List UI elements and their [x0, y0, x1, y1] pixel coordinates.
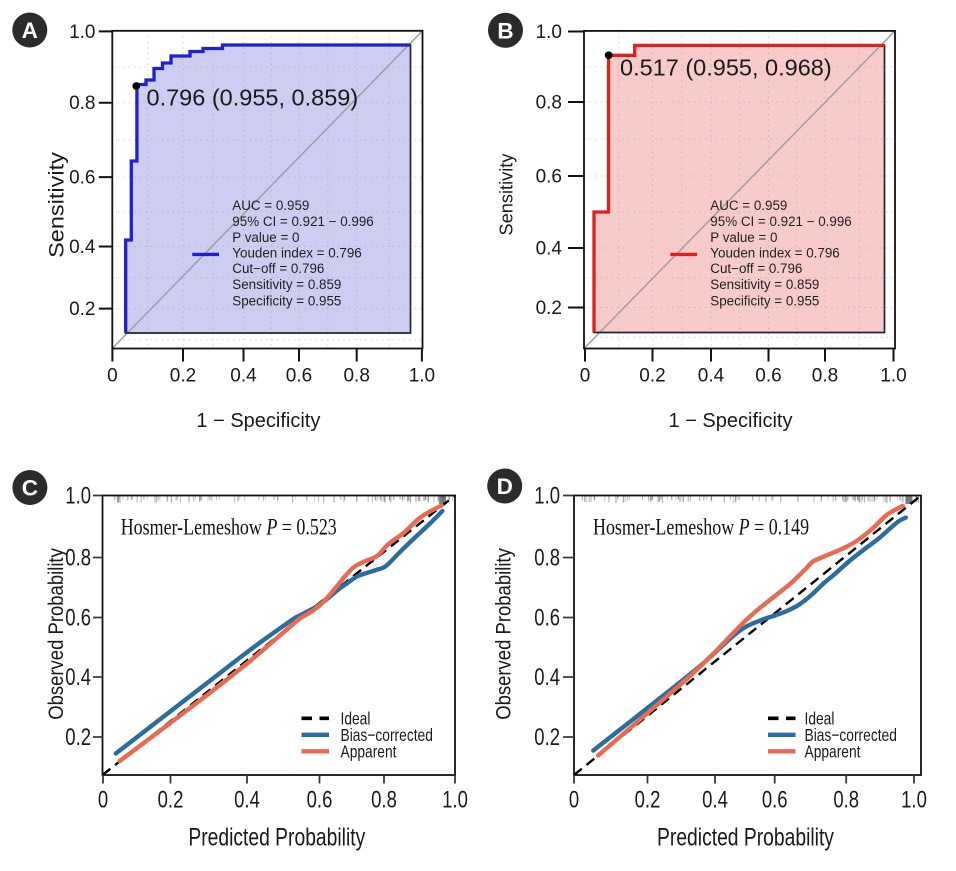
svg-text:AUC = 0.959: AUC = 0.959 — [232, 198, 309, 213]
svg-text:0.8: 0.8 — [69, 93, 95, 114]
svg-text:0.4: 0.4 — [69, 237, 96, 258]
svg-text:0.6: 0.6 — [536, 167, 562, 188]
svg-text:1.0: 1.0 — [409, 366, 435, 387]
svg-text:C: C — [22, 476, 38, 501]
svg-text:Specificity = 0.955: Specificity = 0.955 — [710, 294, 819, 309]
svg-text:0.2: 0.2 — [65, 724, 91, 751]
svg-text:Hosmer-Lemeshow P = 0.149: Hosmer-Lemeshow P = 0.149 — [593, 516, 809, 541]
svg-text:0.4: 0.4 — [534, 664, 560, 691]
svg-text:1.0: 1.0 — [65, 483, 91, 510]
svg-text:1.0: 1.0 — [534, 483, 560, 510]
svg-text:0.8: 0.8 — [65, 545, 91, 572]
svg-text:0: 0 — [580, 366, 591, 387]
svg-text:1.0: 1.0 — [880, 366, 906, 387]
svg-text:AUC = 0.959: AUC = 0.959 — [710, 198, 787, 213]
svg-text:Hosmer-Lemeshow P = 0.523: Hosmer-Lemeshow P = 0.523 — [121, 516, 337, 541]
svg-text:1 − Specificity: 1 − Specificity — [196, 410, 320, 432]
svg-text:1.0: 1.0 — [901, 786, 927, 813]
svg-text:0.8: 0.8 — [812, 366, 838, 387]
svg-text:0.2: 0.2 — [534, 724, 560, 751]
svg-text:Predicted Probability: Predicted Probability — [657, 823, 835, 851]
svg-text:Observed Probability: Observed Probability — [45, 548, 68, 720]
svg-text:0.6: 0.6 — [755, 366, 781, 387]
svg-text:0: 0 — [569, 786, 579, 813]
svg-text:0.2: 0.2 — [158, 786, 184, 813]
svg-text:Bias−corrected: Bias−corrected — [341, 727, 433, 746]
svg-text:0.4: 0.4 — [702, 786, 728, 813]
svg-text:Youden index = 0.796: Youden index = 0.796 — [232, 246, 361, 261]
svg-text:Bias−corrected: Bias−corrected — [805, 727, 897, 746]
svg-text:0.6: 0.6 — [69, 168, 95, 189]
svg-text:Sensitivity = 0.859: Sensitivity = 0.859 — [232, 277, 341, 292]
svg-text:Observed Probability: Observed Probability — [492, 548, 515, 720]
svg-text:0.6: 0.6 — [307, 786, 333, 813]
svg-text:Specificity = 0.955: Specificity = 0.955 — [232, 294, 341, 309]
svg-text:Sensitivity: Sensitivity — [45, 151, 69, 258]
svg-text:0.8: 0.8 — [343, 366, 369, 387]
svg-text:0: 0 — [98, 786, 108, 813]
svg-text:0.2: 0.2 — [536, 298, 562, 319]
svg-text:Cut−off = 0.796: Cut−off = 0.796 — [232, 261, 324, 276]
svg-text:95% CI = 0.921 − 0.996: 95% CI = 0.921 − 0.996 — [710, 214, 851, 229]
svg-text:Apparent: Apparent — [341, 743, 398, 762]
svg-text:Ideal: Ideal — [341, 710, 371, 729]
svg-text:A: A — [22, 18, 38, 43]
svg-text:1.0: 1.0 — [69, 22, 95, 43]
svg-text:0.6: 0.6 — [286, 366, 312, 387]
svg-text:0.517 (0.955, 0.968): 0.517 (0.955, 0.968) — [620, 55, 832, 81]
svg-text:0.6: 0.6 — [762, 786, 788, 813]
svg-text:B: B — [497, 18, 513, 43]
svg-text:0.8: 0.8 — [536, 93, 562, 114]
svg-text:1.0: 1.0 — [442, 786, 468, 813]
svg-text:0.4: 0.4 — [234, 786, 260, 813]
svg-text:Predicted Probability: Predicted Probability — [188, 823, 366, 851]
svg-text:0.8: 0.8 — [833, 786, 859, 813]
svg-text:D: D — [497, 474, 513, 499]
svg-text:0.2: 0.2 — [69, 299, 95, 320]
svg-text:Youden index = 0.796: Youden index = 0.796 — [710, 246, 839, 261]
svg-text:Ideal: Ideal — [805, 710, 835, 729]
svg-text:0.8: 0.8 — [371, 786, 397, 813]
svg-text:0.4: 0.4 — [65, 664, 91, 691]
svg-text:0.8: 0.8 — [534, 545, 560, 572]
svg-text:0.4: 0.4 — [698, 366, 725, 387]
svg-text:0.6: 0.6 — [534, 605, 560, 632]
svg-text:Sensitivity = 0.859: Sensitivity = 0.859 — [710, 277, 819, 292]
svg-text:0.2: 0.2 — [635, 786, 661, 813]
svg-text:0.6: 0.6 — [65, 605, 91, 632]
svg-text:0.2: 0.2 — [170, 366, 196, 387]
svg-text:P value = 0: P value = 0 — [710, 230, 777, 245]
svg-text:P value = 0: P value = 0 — [232, 230, 299, 245]
svg-text:Sensitivity: Sensitivity — [497, 153, 517, 236]
svg-text:0: 0 — [107, 366, 118, 387]
svg-text:95% CI = 0.921 − 0.996: 95% CI = 0.921 − 0.996 — [232, 214, 373, 229]
svg-text:0.4: 0.4 — [230, 366, 257, 387]
svg-text:1 − Specificity: 1 − Specificity — [669, 410, 793, 432]
svg-text:0.4: 0.4 — [536, 239, 563, 260]
svg-text:0.796 (0.955, 0.859): 0.796 (0.955, 0.859) — [147, 85, 359, 111]
svg-text:1.0: 1.0 — [536, 22, 562, 43]
svg-text:0.2: 0.2 — [639, 366, 665, 387]
svg-text:Cut−off = 0.796: Cut−off = 0.796 — [710, 261, 802, 276]
svg-text:Apparent: Apparent — [805, 743, 862, 762]
